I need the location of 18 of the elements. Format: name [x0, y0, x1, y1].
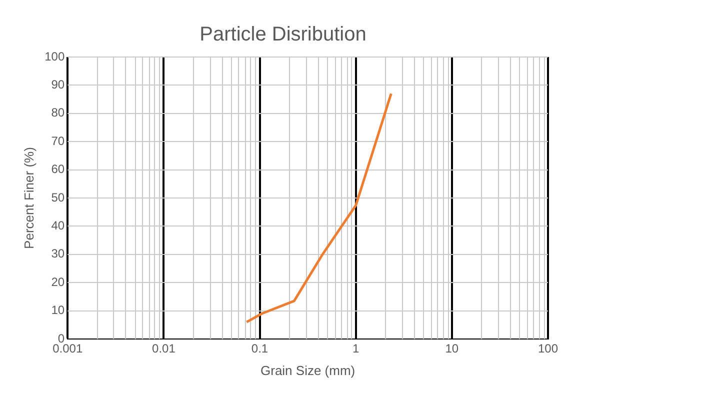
- y-tick-label: 30: [51, 246, 65, 261]
- x-tick-label: 10: [445, 342, 459, 356]
- y-tick-label: 50: [51, 190, 65, 204]
- chart-title: Particle Disribution: [200, 24, 366, 46]
- y-tick-label: 10: [51, 303, 65, 318]
- x-axis-title: Grain Size (mm): [260, 362, 356, 378]
- x-tick-label: 0.1: [251, 342, 268, 356]
- y-tick-label: 80: [51, 106, 65, 120]
- y-tick-label: 20: [51, 274, 65, 289]
- x-tick-label: 0.01: [152, 342, 176, 356]
- y-axis-title: Percent Finer (%): [21, 147, 36, 249]
- y-tick-label: 60: [51, 162, 65, 176]
- x-tick-label: 1: [352, 342, 360, 356]
- y-tick-label: 40: [51, 218, 65, 233]
- x-tick-label: 100: [538, 342, 558, 356]
- y-tick-label: 70: [51, 134, 65, 148]
- y-tick-label: 100: [44, 49, 65, 64]
- y-tick-label: 90: [51, 78, 65, 92]
